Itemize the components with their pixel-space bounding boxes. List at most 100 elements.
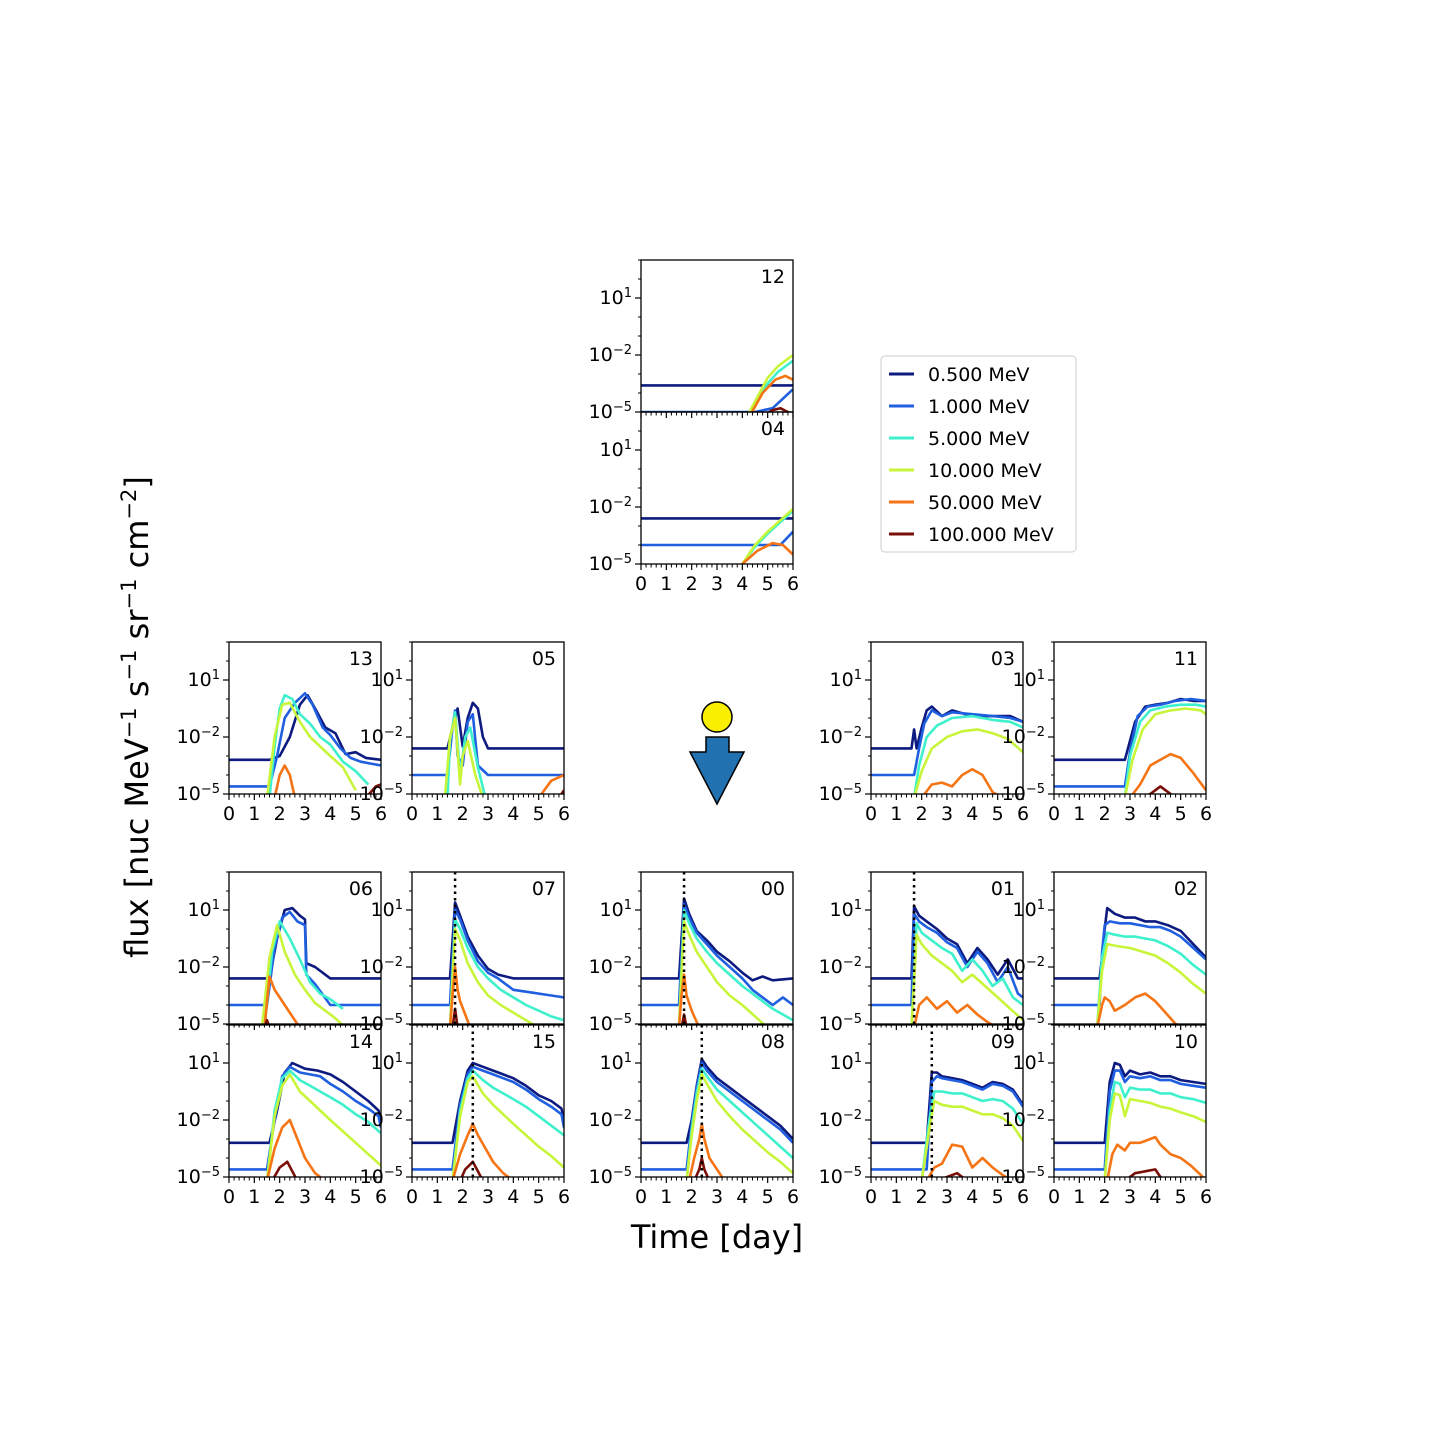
- y-tick-label: 10−2: [360, 955, 403, 979]
- series-line: [264, 1018, 270, 1024]
- y-tick-label: 101: [188, 1051, 220, 1075]
- x-tick-label: 0: [223, 1186, 235, 1208]
- panel-label: 13: [349, 648, 373, 670]
- x-tick-label: 3: [1124, 1186, 1136, 1208]
- x-tick-label: 6: [375, 1186, 387, 1208]
- series-line: [274, 764, 296, 794]
- x-tick-label: 3: [941, 803, 953, 825]
- series-line: [1096, 992, 1180, 1024]
- x-tick-label: 5: [533, 1186, 545, 1208]
- y-tick-label: 101: [371, 1051, 403, 1075]
- y-tick-label: 10−2: [1002, 1108, 1045, 1132]
- y-tick-label: 10−5: [819, 1165, 862, 1189]
- x-tick-label: 1: [1073, 1186, 1085, 1208]
- x-tick-label: 0: [865, 1186, 877, 1208]
- y-tick-label: 101: [600, 286, 632, 310]
- x-tick-label: 4: [736, 573, 748, 595]
- x-tick-label: 3: [711, 573, 723, 595]
- series-line: [1054, 1069, 1206, 1171]
- y-axis-label-part: s: [118, 680, 156, 707]
- series-line: [272, 1160, 297, 1177]
- y-axis-label-part: sr: [118, 609, 156, 650]
- panel-label: 07: [532, 878, 556, 900]
- series-line: [261, 923, 344, 1024]
- x-tick-label: 3: [482, 803, 494, 825]
- series-line: [920, 1090, 1023, 1177]
- series-line: [871, 1075, 1023, 1171]
- series-line: [922, 768, 999, 794]
- panel-07: 07 10−5 10−2 101: [360, 871, 565, 1035]
- y-tick-label: 10−5: [589, 1165, 632, 1189]
- series-line: [920, 1099, 1023, 1177]
- x-tick-label: 5: [762, 1186, 774, 1208]
- series-line: [1131, 752, 1206, 794]
- series-line: [1054, 920, 1206, 1007]
- y-tick-label: 10−2: [1002, 725, 1045, 749]
- x-tick-label: 2: [686, 573, 698, 595]
- y-tick-label: 10−2: [177, 955, 220, 979]
- y-tick-label: 101: [371, 668, 403, 692]
- x-axis-label: Time [day]: [630, 1218, 803, 1256]
- x-tick-label: 3: [299, 1186, 311, 1208]
- x-tick-label: 1: [248, 803, 260, 825]
- y-tick-label: 10−2: [360, 725, 403, 749]
- series-line: [1124, 703, 1206, 794]
- series-line: [677, 973, 700, 1024]
- y-tick-label: 101: [188, 898, 220, 922]
- x-tick-label: 5: [350, 1186, 362, 1208]
- x-tick-label: 6: [1017, 803, 1029, 825]
- x-tick-label: 2: [274, 803, 286, 825]
- y-tick-label: 10−2: [819, 955, 862, 979]
- observer-icon: [688, 701, 746, 806]
- x-tick-label: 3: [941, 1186, 953, 1208]
- panel-label: 09: [991, 1031, 1015, 1053]
- series-line: [1124, 707, 1206, 794]
- legend-label: 100.000 MeV: [928, 524, 1054, 546]
- panel-label: 15: [532, 1031, 556, 1053]
- y-tick-label: 101: [830, 1051, 862, 1075]
- series-line: [641, 388, 793, 412]
- y-axis-label: flux [nuc MeV−1 s−1 sr−1 cm−2]: [117, 476, 156, 958]
- y-tick-label: 10−2: [589, 495, 632, 519]
- series-line: [451, 1075, 564, 1177]
- series-line: [559, 789, 564, 794]
- x-tick-label: 0: [1048, 1186, 1060, 1208]
- series-line: [927, 1143, 1009, 1177]
- y-tick-label: 10−2: [589, 955, 632, 979]
- series-line: [943, 1171, 965, 1177]
- y-tick-label: 10−5: [589, 400, 632, 424]
- series-line: [694, 1156, 710, 1177]
- series-line: [910, 922, 1023, 1024]
- x-tick-label: 0: [635, 1186, 647, 1208]
- y-tick-label: 10−5: [360, 1165, 403, 1189]
- x-tick-label: 6: [1200, 803, 1212, 825]
- x-tick-label: 4: [507, 1186, 519, 1208]
- panel-06: 06 10−5 10−2 101: [177, 871, 382, 1036]
- panel-label: 02: [1174, 878, 1198, 900]
- x-tick-label: 2: [1099, 803, 1111, 825]
- x-tick-label: 1: [1073, 803, 1085, 825]
- series-line: [448, 918, 564, 1024]
- panel-label: 08: [761, 1031, 785, 1053]
- legend-frame: [880, 355, 1077, 553]
- series-line: [910, 933, 1023, 1024]
- y-tick-label: 10−2: [589, 1108, 632, 1132]
- y-tick-label: 101: [600, 438, 632, 462]
- y-tick-label: 10−5: [177, 1012, 220, 1036]
- y-axis-label-part: flux [nuc MeV: [118, 738, 156, 958]
- series-line: [913, 996, 994, 1024]
- series-line: [1127, 1168, 1163, 1177]
- series-line: [263, 920, 344, 1024]
- x-tick-label: 0: [635, 573, 647, 595]
- legend-label: 10.000 MeV: [928, 460, 1042, 482]
- panel-12: 12 10−5 10−2 101: [589, 259, 794, 424]
- y-axis-label-part: cm: [118, 520, 156, 579]
- series-line: [871, 904, 1023, 980]
- series-line: [741, 541, 793, 564]
- y-tick-label: 10−2: [589, 343, 632, 367]
- x-tick-label: 5: [533, 803, 545, 825]
- series-line: [448, 927, 535, 1024]
- x-tick-label: 3: [482, 1186, 494, 1208]
